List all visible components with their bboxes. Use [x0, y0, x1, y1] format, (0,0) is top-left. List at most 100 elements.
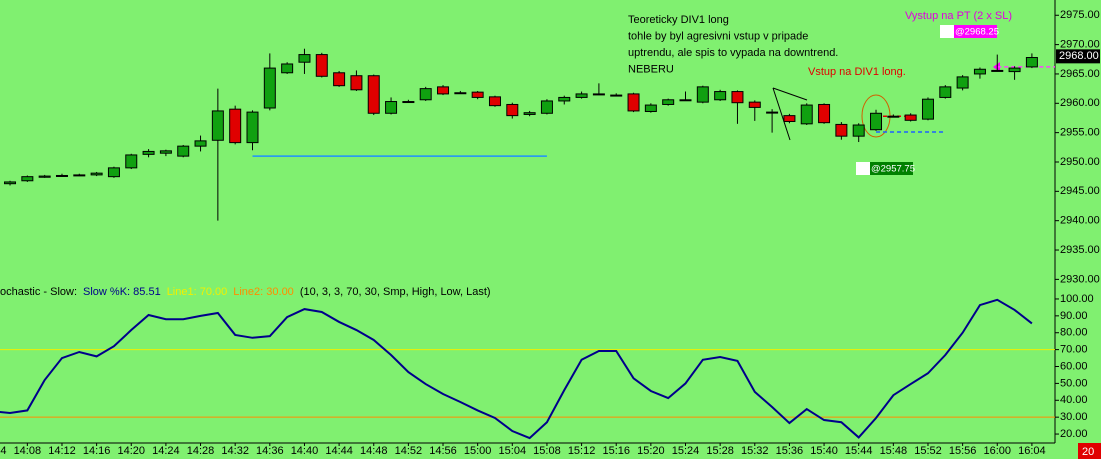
arrow — [772, 87, 808, 101]
candle-body — [662, 99, 675, 105]
candle-body — [523, 112, 536, 115]
y-tick-label: 2955.00 — [1060, 127, 1100, 139]
candle-body — [870, 112, 883, 131]
x-tick-label: 14:48 — [360, 445, 388, 457]
candle-body — [783, 115, 796, 122]
x-tick-label: 14:04 — [0, 445, 6, 457]
candle-body — [731, 91, 744, 104]
candle-body — [575, 93, 588, 98]
corner-badge-box — [1078, 443, 1101, 459]
indicator-header: Line2: 30.00 — [233, 286, 294, 298]
indicator-header: ochastic - Slow: — [0, 286, 77, 298]
note: Teoreticky DIV1 long — [628, 14, 729, 26]
candle-body — [1008, 67, 1021, 73]
candle-body — [766, 111, 779, 114]
candle-body — [939, 86, 952, 98]
y-tick-label: 2930.00 — [1060, 273, 1100, 285]
y-tick-label: 2935.00 — [1060, 244, 1100, 256]
y-tick-label: 60.00 — [1060, 360, 1088, 372]
flag-label: @2957.75 — [871, 164, 915, 175]
x-tick-label: 15:00 — [464, 445, 492, 457]
note: tohle by byl agresivni vstup v pripade — [628, 30, 808, 42]
candle-body — [90, 172, 103, 176]
candle-body — [229, 108, 242, 144]
candle-body — [107, 167, 120, 178]
candle-body — [1025, 57, 1038, 68]
candle-body — [800, 104, 813, 125]
y-tick-label: 90.00 — [1060, 310, 1088, 322]
corner-badge: 20 — [1082, 446, 1094, 458]
candle-body — [991, 69, 1004, 72]
candle-body — [263, 67, 276, 109]
y-tick-label: 2960.00 — [1060, 97, 1100, 109]
x-tick-label: 14:52 — [395, 445, 423, 457]
indicator-header: Line1: 70.00 — [167, 286, 228, 298]
x-tick-label: 14:12 — [48, 445, 76, 457]
x-tick-label: 14:20 — [117, 445, 145, 457]
candle-body — [627, 93, 640, 112]
x-tick-label: 15:56 — [949, 445, 977, 457]
last-price-box — [1056, 49, 1100, 64]
x-tick-label: 15:36 — [776, 445, 804, 457]
candle-body — [402, 101, 415, 104]
y-tick-label: 2970.00 — [1060, 39, 1100, 51]
x-tick-label: 14:32 — [221, 445, 249, 457]
x-tick-label: 14:24 — [152, 445, 180, 457]
candle-body — [454, 92, 467, 95]
candle-body — [748, 101, 761, 108]
x-tick-label: 15:24 — [672, 445, 700, 457]
indicator-header: Slow %K: 85.51 — [83, 286, 161, 298]
candle-body — [350, 75, 363, 91]
candle-body — [194, 140, 207, 147]
exit-note: Vystup na PT (2 x SL) — [905, 10, 1012, 22]
candle-body — [281, 63, 294, 74]
x-tick-label: 15:52 — [914, 445, 942, 457]
y-tick-label: 30.00 — [1060, 411, 1088, 423]
entry-note: Vstup na DIV1 long. — [808, 66, 906, 78]
flag-box — [954, 25, 997, 38]
y-tick-label: 70.00 — [1060, 344, 1088, 356]
candle-body — [21, 176, 34, 182]
x-tick-label: 14:28 — [187, 445, 215, 457]
flag-label: @2968.25 — [955, 27, 999, 38]
candle-body — [246, 111, 259, 144]
x-tick-label: 16:04 — [1018, 445, 1046, 457]
candle-body — [471, 91, 484, 98]
candle-body — [904, 114, 917, 121]
candle-body — [956, 76, 969, 89]
indicator-header: (10, 3, 3, 70, 30, Smp, High, Low, Last) — [300, 286, 491, 298]
x-tick-label: 16:00 — [983, 445, 1011, 457]
candle-body — [540, 100, 553, 114]
x-tick-label: 14:16 — [83, 445, 111, 457]
y-tick-label: 50.00 — [1060, 377, 1088, 389]
candle-body — [558, 96, 571, 102]
candle-body — [125, 154, 138, 169]
x-tick-label: 15:20 — [637, 445, 665, 457]
candle-body — [818, 103, 831, 124]
x-tick-label: 15:40 — [810, 445, 838, 457]
candle-body — [142, 150, 155, 155]
exit-marker — [993, 62, 1000, 72]
candle-body — [921, 98, 934, 120]
x-tick-label: 15:44 — [845, 445, 873, 457]
candle-body — [887, 115, 900, 118]
x-tick-label: 14:08 — [14, 445, 42, 457]
candle-body — [714, 91, 727, 101]
note: uptrendu, ale spis to vypada na downtren… — [628, 47, 838, 59]
arrow — [772, 87, 791, 141]
x-tick-label: 14:56 — [429, 445, 457, 457]
candle-body — [333, 72, 346, 87]
x-tick-label: 15:32 — [741, 445, 769, 457]
y-tick-label: 2945.00 — [1060, 185, 1100, 197]
candle-body — [592, 93, 605, 96]
x-tick-label: 14:40 — [291, 445, 319, 457]
candle-body — [610, 94, 623, 97]
candle-body — [315, 54, 328, 77]
x-tick-label: 15:04 — [499, 445, 527, 457]
candle-body — [177, 145, 190, 157]
x-tick-label: 15:12 — [568, 445, 596, 457]
candle-body — [506, 103, 519, 117]
candle-body — [211, 110, 224, 141]
last-price-label: 2968.00 — [1059, 50, 1099, 62]
candle-body — [367, 75, 380, 114]
